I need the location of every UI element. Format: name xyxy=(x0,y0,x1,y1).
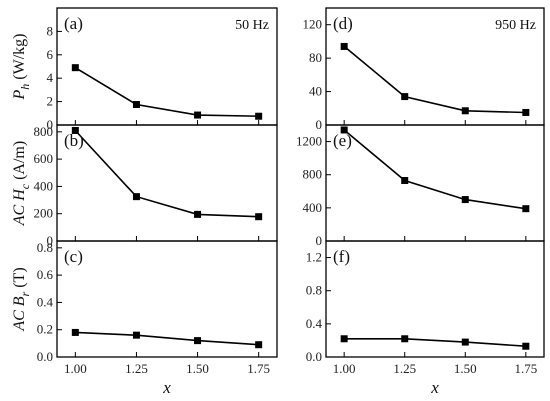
panel-c-data-point xyxy=(132,331,140,339)
panel-c-data-point xyxy=(71,328,79,336)
panel-f-xtick-label: 1.75 xyxy=(514,361,537,376)
panel-d-ytick-label: 120 xyxy=(303,17,323,32)
panel-f-label: (f) xyxy=(333,247,350,266)
panel-e-ytick-label: 0 xyxy=(316,233,323,248)
panel-a-series-line xyxy=(74,67,259,117)
panel-e-series-line xyxy=(343,129,526,210)
panel-c-ytick-label: 0.2 xyxy=(37,322,53,337)
panel-e-ytick-label: 800 xyxy=(303,167,323,182)
panel-e-label: (e) xyxy=(333,131,352,150)
panel-c-xtick-label: 1.00 xyxy=(64,361,87,376)
panel-f-ytick-label: 0.4 xyxy=(306,316,323,331)
panel-c-ytick-label: 0.0 xyxy=(37,349,53,364)
panel-d-data-point xyxy=(522,108,530,116)
panel-d-frequency-label: 950 Hz xyxy=(495,18,536,33)
panel-e-data-point xyxy=(461,196,469,204)
panel-f-x-axis-label: x xyxy=(430,378,439,397)
panel-f-data-point xyxy=(461,338,469,346)
panel-d-ytick-label: 40 xyxy=(309,84,322,99)
panel-f-frame xyxy=(325,240,545,358)
panel-c-x-axis-label: x xyxy=(162,378,171,397)
panel-d-label: (d) xyxy=(333,14,353,33)
panel-f-series-line xyxy=(344,337,526,347)
panel-e-ytick-label: 1200 xyxy=(296,134,322,149)
panel-f-data-point xyxy=(401,335,409,343)
panel-c-xtick-label: 1.25 xyxy=(125,361,148,376)
panel-f-ytick-label: 0.0 xyxy=(306,349,322,364)
panel-c-data-point xyxy=(255,341,263,349)
panel-b-data-point xyxy=(71,126,79,134)
panel-a-ytick-label: 6 xyxy=(47,47,54,62)
panel-c-ytick-label: 0.6 xyxy=(37,267,54,282)
panel-a-data-point xyxy=(132,101,140,109)
panel-c-ytick-label: 0.8 xyxy=(37,240,53,255)
panel-b-data-point xyxy=(132,193,140,201)
panel-d-ytick-label: 80 xyxy=(309,50,322,65)
panel-b-ytick-label: 400 xyxy=(34,178,54,193)
panel-a-ytick-label: 2 xyxy=(47,94,54,109)
panel-b-ytick-label: 200 xyxy=(34,206,54,221)
panel-a-ytick-label: 0 xyxy=(47,117,54,132)
panel-a-ytick-label: 8 xyxy=(47,23,54,38)
panel-b-ytick-label: 600 xyxy=(34,151,54,166)
panel-b-frame xyxy=(56,124,278,242)
panel-f-data-point xyxy=(340,335,348,343)
panel-c-frame xyxy=(56,240,278,358)
panel-a-y-axis-label: Ph (W/kg) xyxy=(11,34,32,101)
panel-f-ytick-label: 0.8 xyxy=(306,283,322,298)
panel-b-data-point xyxy=(194,210,202,218)
panel-d-series-line xyxy=(343,45,526,114)
panel-e-data-point xyxy=(522,205,530,213)
panel-b-series-line xyxy=(74,129,259,218)
panel-c-xtick-label: 1.75 xyxy=(247,361,270,376)
panel-f-xtick-label: 1.50 xyxy=(454,361,477,376)
panel-c-ytick-label: 0.4 xyxy=(37,294,54,309)
panel-a-data-point xyxy=(255,112,263,120)
panel-c-label: (c) xyxy=(64,247,83,266)
panel-d-data-point xyxy=(401,93,409,101)
panel-e-data-point xyxy=(401,177,409,185)
panel-f-xtick-label: 1.25 xyxy=(393,361,416,376)
panel-f-ytick-label: 1.2 xyxy=(306,250,322,265)
panel-a-label: (a) xyxy=(64,14,83,33)
panel-b-ytick-label: 800 xyxy=(34,124,54,139)
panel-a-ytick-label: 4 xyxy=(47,70,54,85)
panel-d-data-point xyxy=(340,42,348,50)
panel-b-y-axis-label: AC Hc (A/m) xyxy=(11,141,32,226)
panel-a-frequency-label: 50 Hz xyxy=(235,18,269,33)
panel-c-xtick-label: 1.50 xyxy=(186,361,209,376)
panel-d-ytick-label: 0 xyxy=(316,117,323,132)
panel-c-y-axis-label: AC Br (T) xyxy=(11,267,32,331)
panel-b-data-point xyxy=(255,213,263,221)
panel-e-data-point xyxy=(340,126,348,134)
panel-b-ytick-label: 0 xyxy=(47,233,54,248)
panel-c-data-point xyxy=(194,337,202,345)
panel-b-label: (b) xyxy=(64,131,84,150)
panel-c-series-line xyxy=(75,331,259,346)
panel-e-ytick-label: 400 xyxy=(303,200,323,215)
panel-f-data-point xyxy=(522,342,530,350)
panel-a-data-point xyxy=(71,64,79,72)
panel-a-data-point xyxy=(194,111,202,119)
panel-f-xtick-label: 1.00 xyxy=(333,361,356,376)
panel-d-data-point xyxy=(461,107,469,115)
